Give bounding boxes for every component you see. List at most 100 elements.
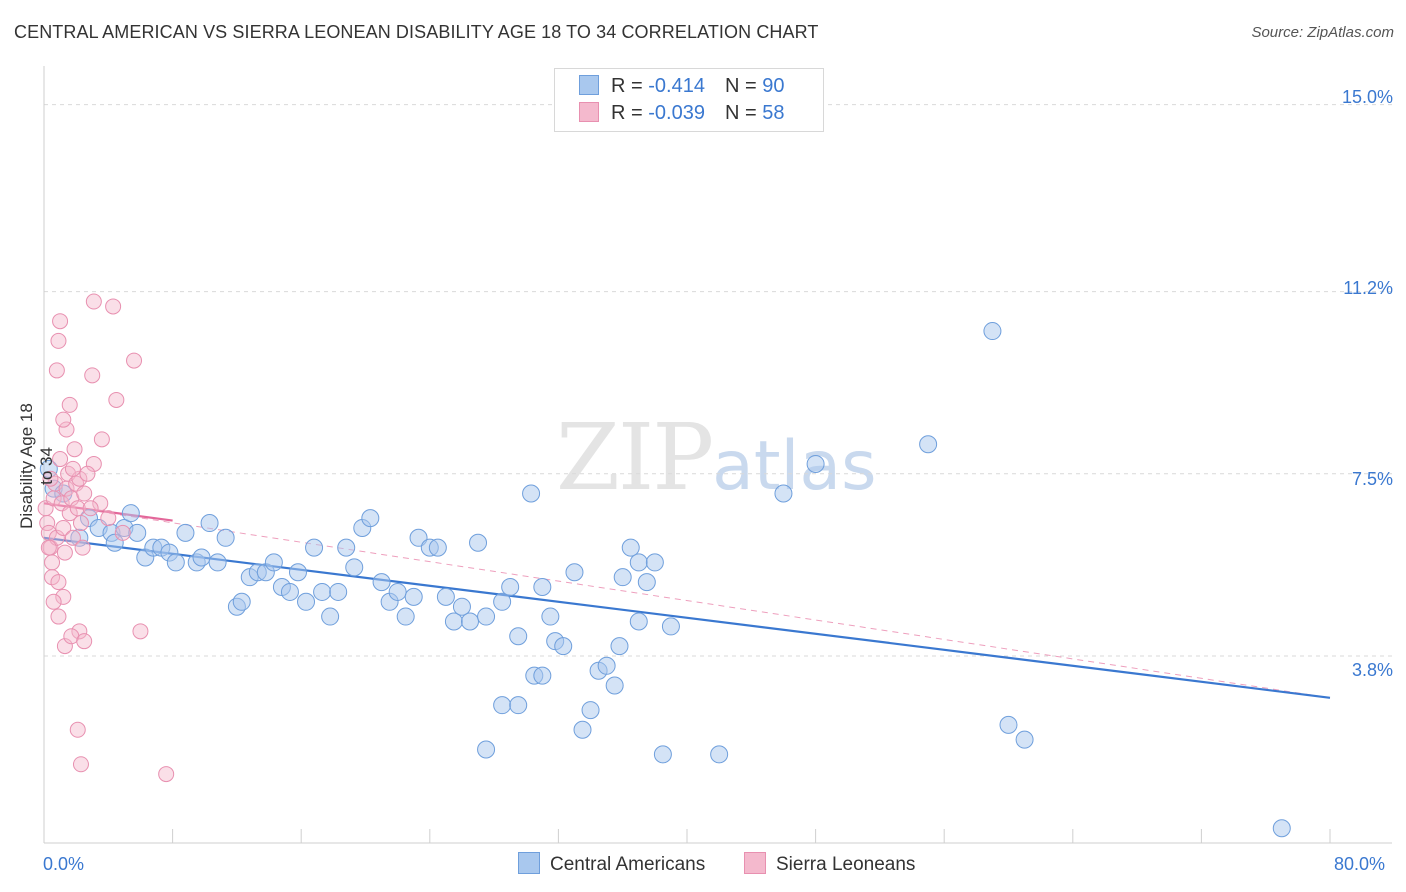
- legend-swatch-blue: [518, 852, 540, 874]
- point-sierra-leoneans: [39, 515, 56, 532]
- point-central-americans: [509, 627, 528, 646]
- point-central-americans: [983, 322, 1002, 341]
- point-central-americans: [573, 720, 592, 739]
- point-central-americans: [372, 573, 391, 592]
- point-sierra-leoneans: [64, 529, 81, 546]
- point-sierra-leoneans: [72, 756, 89, 773]
- point-sierra-leoneans: [50, 332, 67, 349]
- point-sierra-leoneans: [50, 608, 67, 625]
- point-central-americans: [436, 587, 455, 606]
- bottom-legend-sierra-leoneans: Sierra Leoneans: [744, 852, 915, 876]
- point-sierra-leoneans: [55, 588, 72, 605]
- point-central-americans: [361, 509, 380, 528]
- point-central-americans: [613, 568, 632, 587]
- point-sierra-leoneans: [61, 396, 78, 413]
- point-sierra-leoneans: [76, 633, 93, 650]
- point-sierra-leoneans: [69, 721, 86, 738]
- point-central-americans: [501, 578, 520, 597]
- point-sierra-leoneans: [40, 539, 57, 556]
- point-central-americans: [581, 701, 600, 720]
- watermark-zip: ZIP: [556, 404, 714, 511]
- y-tick-label: 7.5%: [1351, 469, 1393, 489]
- point-central-americans: [469, 533, 488, 552]
- legend-row-sierra-leoneans: R = -0.039 N = 58: [579, 102, 784, 128]
- point-sierra-leoneans: [76, 485, 93, 502]
- point-central-americans: [493, 696, 512, 715]
- point-central-americans: [460, 612, 479, 631]
- point-central-americans: [216, 528, 235, 547]
- point-central-americans: [404, 587, 423, 606]
- y-tick-label: 3.8%: [1351, 660, 1393, 680]
- point-central-americans: [232, 592, 251, 611]
- point-sierra-leoneans: [108, 391, 125, 408]
- point-sierra-leoneans: [52, 313, 69, 330]
- point-sierra-leoneans: [44, 554, 61, 571]
- legend-r-label: R =: [611, 75, 649, 97]
- point-central-americans: [1272, 819, 1291, 838]
- point-central-americans: [337, 538, 356, 557]
- point-central-americans: [321, 607, 340, 626]
- legend: R = -0.414 N = 90 R = -0.039 N = 58: [554, 68, 824, 132]
- point-sierra-leoneans: [158, 766, 175, 783]
- point-sierra-leoneans: [84, 367, 101, 384]
- point-sierra-leoneans: [48, 362, 65, 379]
- point-central-americans: [208, 553, 227, 572]
- point-sierra-leoneans: [92, 495, 109, 512]
- point-central-americans: [653, 745, 672, 764]
- point-central-americans: [533, 666, 552, 685]
- point-sierra-leoneans: [58, 421, 75, 438]
- point-sierra-leoneans: [132, 623, 149, 640]
- point-central-americans: [493, 592, 512, 611]
- point-central-americans: [774, 484, 793, 503]
- point-central-americans: [280, 582, 299, 601]
- point-central-americans: [919, 435, 938, 454]
- point-central-americans: [345, 558, 364, 577]
- point-sierra-leoneans: [56, 544, 73, 561]
- y-axis-label: Disability Age 18 to 34: [17, 403, 56, 529]
- legend-swatch-blue: [579, 75, 599, 95]
- point-sierra-leoneans: [42, 470, 59, 487]
- point-central-americans: [288, 563, 307, 582]
- point-central-americans: [121, 504, 140, 523]
- point-central-americans: [70, 528, 89, 547]
- point-central-americans: [610, 637, 629, 656]
- x-tick-label: 0.0%: [43, 854, 85, 874]
- point-sierra-leoneans: [45, 593, 62, 610]
- point-central-americans: [388, 582, 407, 601]
- point-central-americans: [444, 612, 463, 631]
- point-central-americans: [621, 538, 640, 557]
- legend-label: Central Americans: [550, 854, 706, 875]
- point-sierra-leoneans: [79, 465, 96, 482]
- point-sierra-leoneans: [93, 431, 110, 448]
- legend-r-value: -0.414: [648, 75, 705, 97]
- point-central-americans: [428, 538, 447, 557]
- trend-line-central-americans: [43, 536, 1331, 699]
- point-central-americans: [565, 563, 584, 582]
- point-sierra-leoneans: [71, 623, 88, 640]
- point-sierra-leoneans: [55, 519, 72, 536]
- watermark-atlas: atlas: [712, 427, 877, 506]
- trend-line-sierra-leoneans: [43, 502, 173, 522]
- point-central-americans: [661, 617, 680, 636]
- point-central-americans: [192, 548, 211, 567]
- point-central-americans: [477, 607, 496, 626]
- point-sierra-leoneans: [50, 574, 67, 591]
- point-sierra-leoneans: [105, 298, 122, 315]
- point-sierra-leoneans: [66, 441, 83, 458]
- legend-n-value: 58: [762, 102, 785, 124]
- point-sierra-leoneans: [85, 455, 102, 472]
- legend-r-value: -0.039: [648, 102, 705, 124]
- point-sierra-leoneans: [52, 451, 69, 468]
- point-central-americans: [128, 523, 147, 542]
- point-sierra-leoneans: [72, 515, 89, 532]
- trend-line-sierra-leoneans-extended: [43, 502, 1331, 699]
- point-sierra-leoneans: [74, 539, 91, 556]
- point-central-americans: [105, 533, 124, 552]
- chart-title: CENTRAL AMERICAN VS SIERRA LEONEAN DISAB…: [14, 22, 819, 42]
- point-sierra-leoneans: [64, 460, 81, 477]
- axes: [43, 66, 1392, 844]
- point-central-americans: [305, 538, 324, 557]
- point-sierra-leoneans: [82, 500, 99, 517]
- point-central-americans: [605, 676, 624, 695]
